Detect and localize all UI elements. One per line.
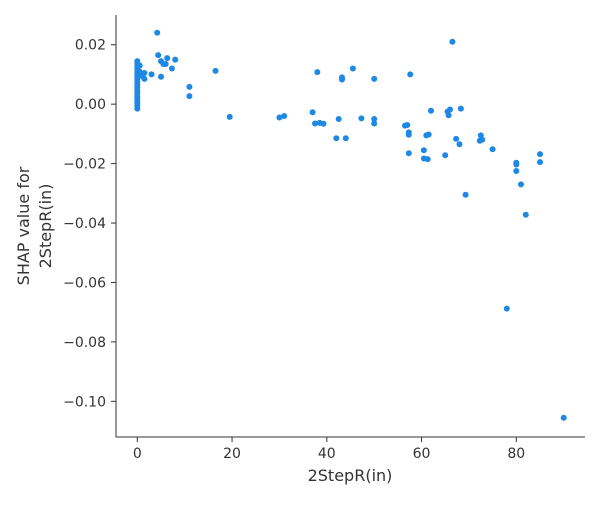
- data-point: [335, 116, 342, 122]
- data-point: [168, 65, 175, 72]
- data-point: [141, 70, 148, 76]
- x-tick-label: 20: [223, 446, 241, 462]
- data-point: [479, 136, 486, 143]
- y-tick-label: −0.04: [63, 216, 106, 232]
- data-point: [424, 156, 431, 163]
- data-point: [162, 61, 169, 67]
- data-point: [371, 116, 378, 122]
- data-point: [489, 146, 496, 153]
- x-ticks: 0 20 40 60 80: [133, 437, 525, 462]
- y-tick-label: 0.02: [75, 38, 106, 54]
- data-point: [134, 105, 141, 112]
- data-point: [371, 120, 378, 127]
- y-ticks: 0.02 0.00 −0.02 −0.04 −0.06 −0.08 −0.10: [63, 38, 116, 410]
- data-point: [407, 71, 414, 78]
- data-point: [405, 150, 412, 157]
- data-point: [314, 69, 321, 76]
- data-point: [560, 414, 567, 421]
- data-point: [457, 105, 464, 112]
- data-point: [141, 75, 148, 82]
- y-tick-label: −0.08: [63, 335, 106, 351]
- x-tick-label: 0: [133, 446, 142, 462]
- data-point: [445, 112, 452, 119]
- data-point: [537, 159, 543, 166]
- data-point: [442, 152, 449, 159]
- data-point: [425, 131, 432, 138]
- data-point: [154, 29, 161, 36]
- data-point: [333, 135, 340, 142]
- data-point: [309, 109, 316, 116]
- data-point: [164, 55, 171, 62]
- data-point: [136, 68, 143, 75]
- data-point: [449, 38, 456, 45]
- data-point: [513, 168, 520, 174]
- data-point: [503, 305, 510, 312]
- data-point: [339, 76, 345, 83]
- data-point: [518, 181, 524, 188]
- data-point: [186, 93, 193, 100]
- data-point: [136, 62, 143, 69]
- data-point: [226, 113, 233, 120]
- x-axis-label: 2StepR(in): [308, 466, 393, 485]
- y-axis-label-line-2: 2StepR(in): [36, 184, 55, 269]
- y-axis-label: SHAP value for 2StepR(in): [14, 166, 55, 285]
- data-point: [462, 191, 469, 198]
- data-point: [212, 67, 219, 74]
- data-point: [513, 161, 520, 168]
- points-layer: [134, 29, 567, 421]
- x-tick-label: 60: [413, 446, 431, 462]
- data-point: [420, 147, 427, 154]
- data-point: [172, 56, 179, 63]
- data-point: [155, 52, 162, 59]
- y-tick-label: −0.02: [63, 157, 106, 173]
- x-tick-label: 80: [507, 446, 525, 462]
- data-point: [428, 107, 434, 114]
- data-point: [358, 115, 365, 122]
- y-axis-label-line-1: SHAP value for: [14, 166, 33, 285]
- data-point: [349, 65, 356, 72]
- data-point: [522, 211, 529, 218]
- data-point: [405, 131, 412, 138]
- data-point: [312, 120, 318, 127]
- data-point: [404, 122, 411, 128]
- data-point: [447, 106, 453, 113]
- data-point: [456, 141, 463, 148]
- data-point: [371, 75, 378, 82]
- data-point: [342, 135, 349, 142]
- data-point: [186, 83, 193, 90]
- y-tick-label: −0.06: [63, 275, 106, 291]
- y-tick-label: 0.00: [75, 97, 106, 113]
- data-point: [453, 135, 460, 142]
- y-tick-label: −0.10: [63, 394, 106, 410]
- data-point: [158, 73, 164, 80]
- data-point: [537, 151, 543, 158]
- data-point: [281, 113, 288, 119]
- data-point: [276, 114, 283, 121]
- data-point: [148, 71, 155, 78]
- x-tick-label: 40: [318, 446, 336, 462]
- data-point: [320, 120, 327, 127]
